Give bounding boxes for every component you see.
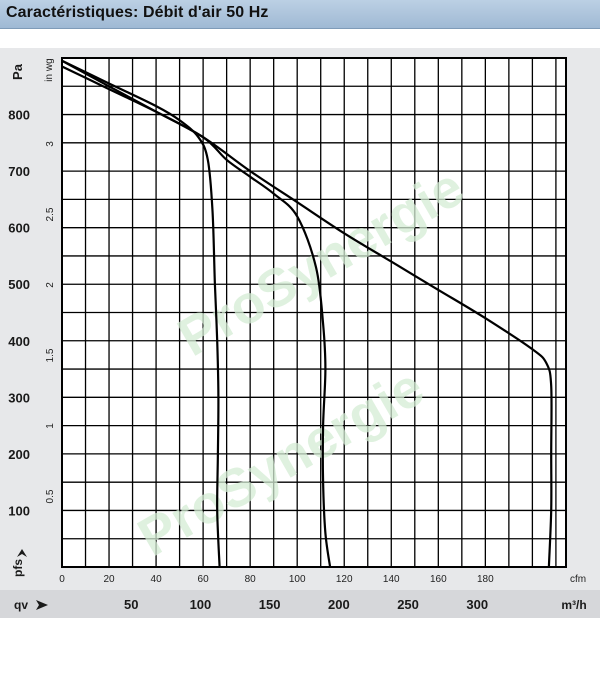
tick-label-inwg: 1.5 [45, 348, 56, 362]
tick-label-inwg: 3 [45, 141, 56, 147]
tick-label-cfm: 120 [336, 574, 353, 585]
grid [62, 58, 566, 567]
axis-label-pa: Pa [10, 63, 25, 80]
tick-label-pa: 700 [8, 164, 30, 179]
tick-label-cfm: 40 [151, 574, 163, 585]
m3h-axis-strip [0, 590, 600, 618]
curve-series-1 [61, 59, 221, 568]
title-bar: Caractéristiques: Débit d'air 50 Hz [0, 0, 600, 29]
axis-label-cfm: cfm [570, 574, 586, 585]
tick-label-cfm: 0 [59, 574, 65, 585]
tick-label-pa: 500 [8, 277, 30, 292]
axis-arrow-pfs [17, 549, 27, 557]
axis-label-inwg: in wg [44, 58, 55, 81]
tick-label-inwg: 1 [45, 423, 56, 429]
tick-label-inwg: 2 [45, 282, 56, 288]
tick-label-cfm: 60 [198, 574, 210, 585]
tick-label-pa: 100 [8, 503, 30, 518]
tick-label-cfm: 180 [477, 574, 494, 585]
tick-label-m3h: 50 [124, 597, 138, 612]
tick-label-pa: 400 [8, 334, 30, 349]
chart-title: Caractéristiques: Débit d'air 50 Hz [6, 4, 269, 21]
tick-label-pa: 600 [8, 221, 30, 236]
plot-frame [61, 57, 567, 568]
tick-label-cfm: 160 [430, 574, 447, 585]
curve-series-3 [61, 59, 553, 568]
curves [61, 59, 553, 568]
chart-panel: ProSynergie ProSynergie 100 200 300 400 500 60… [0, 48, 600, 618]
axis-label-m3h: m³/h [561, 598, 586, 612]
tick-label-m3h: 250 [397, 597, 419, 612]
tick-label-cfm: 80 [245, 574, 257, 585]
tick-label-cfm: 100 [289, 574, 306, 585]
tick-label-inwg: 0.5 [45, 489, 56, 503]
tick-label-m3h: 150 [259, 597, 281, 612]
tick-label-cfm: 140 [383, 574, 400, 585]
tick-label-pa: 800 [8, 108, 30, 123]
axis-symbol-qv: qv [14, 598, 28, 612]
axis-labels: 100200300400500600700800Papfs0.511.522.5… [0, 58, 600, 618]
tick-label-m3h: 100 [190, 597, 212, 612]
tick-label-inwg: 2.5 [45, 207, 56, 221]
tick-label-m3h: 300 [466, 597, 488, 612]
axis-arrow-qv [36, 600, 48, 610]
tick-label-cfm: 20 [103, 574, 115, 585]
tick-label-pa: 300 [8, 390, 30, 405]
axis-symbol-pfs: pfs [11, 559, 25, 577]
tick-label-m3h: 200 [328, 597, 350, 612]
tick-label-pa: 200 [8, 447, 30, 462]
